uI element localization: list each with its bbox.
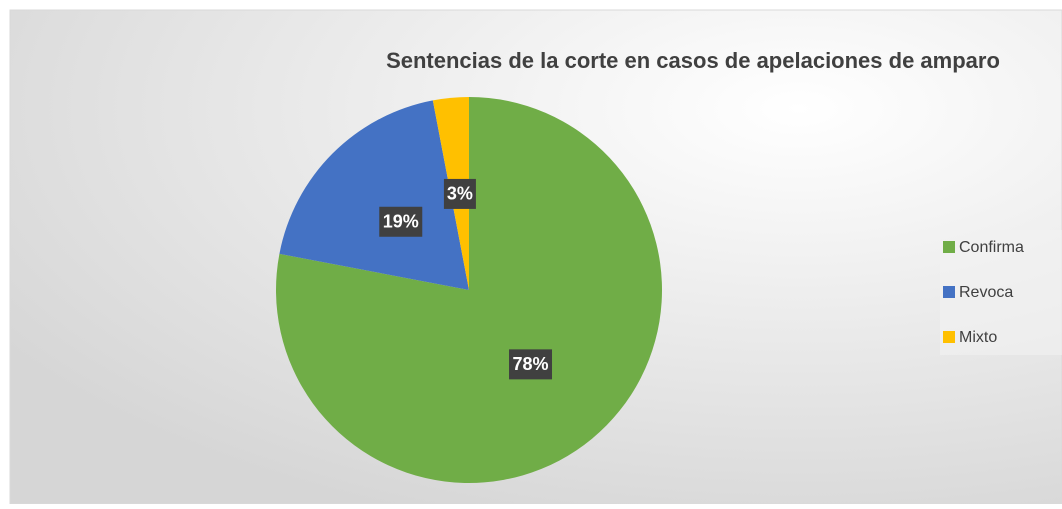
legend-swatch [943,286,955,298]
data-label-box [443,178,476,209]
legend-label: Revoca [959,284,1013,301]
legend-box [940,230,1062,355]
legend-swatch [943,331,955,343]
data-label-box [379,206,423,237]
legend-swatch [943,241,955,253]
data-label-box [509,349,553,380]
data-label: 3% [447,184,473,204]
pie-slice [279,100,469,290]
chart-title: Sentencias de la corte en casos de apela… [386,48,1000,73]
data-label: 78% [512,354,548,374]
data-label: 19% [383,212,419,232]
legend-label: Confirma [959,239,1024,256]
legend-label: Mixto [959,329,997,346]
